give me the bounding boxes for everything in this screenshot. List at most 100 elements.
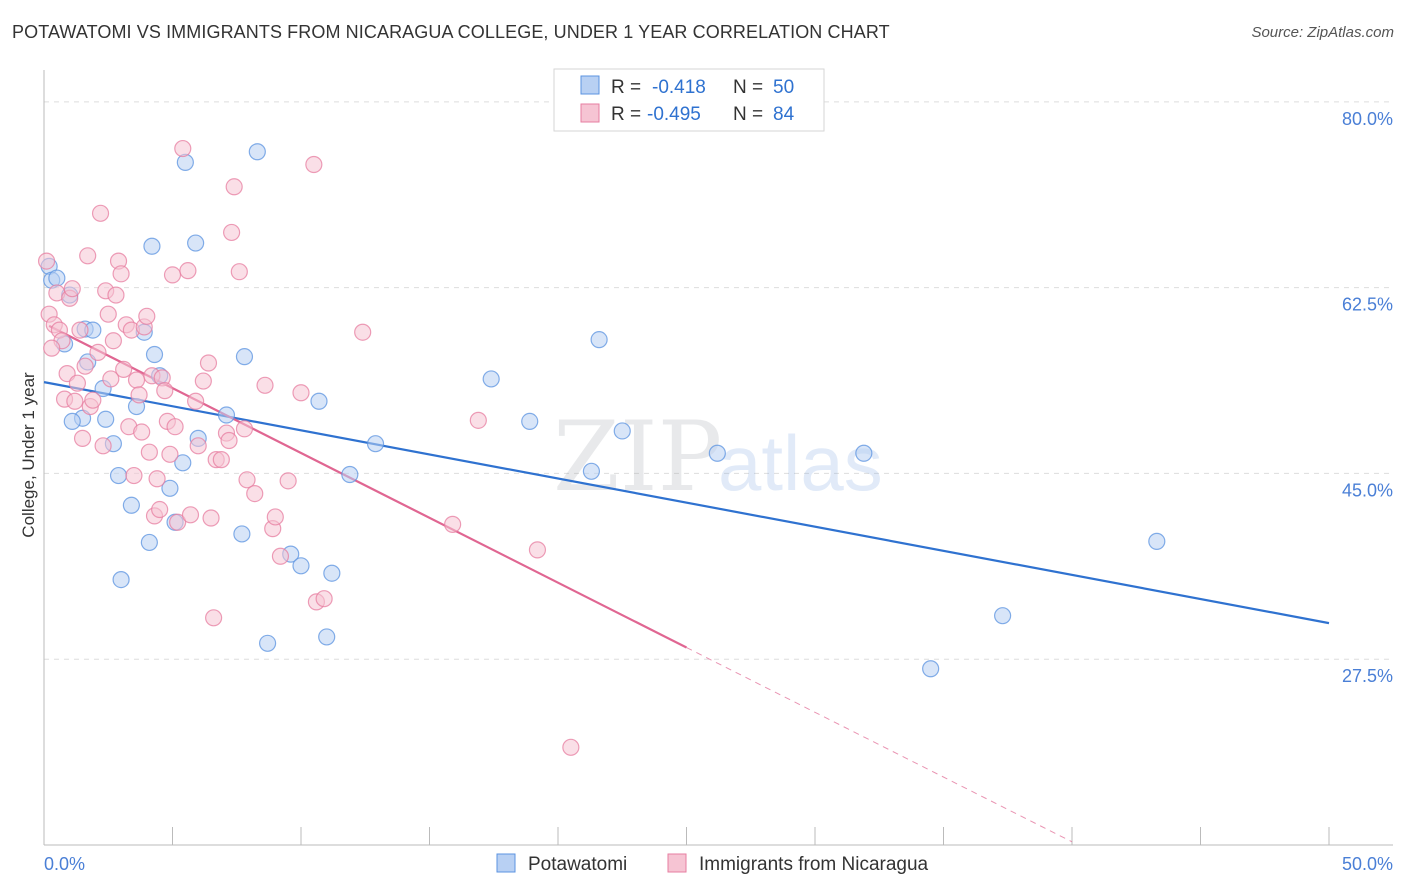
legend-pink-n-value: 84: [773, 104, 795, 125]
nicaragua-point: [181, 506, 200, 524]
nicaragua-point: [76, 357, 94, 375]
potawatomi-point: [613, 422, 631, 440]
nicaragua-point: [107, 286, 125, 304]
nicaragua-point: [202, 509, 220, 527]
nicaragua-trend-extension: [686, 647, 1073, 843]
nicaragua-point: [179, 262, 197, 280]
stats-legend: R = -0.418 N = 50 R = -0.495 N = 84: [553, 68, 825, 132]
nicaragua-point: [68, 374, 87, 392]
legend-blue-r-value: -0.418: [652, 77, 706, 98]
nicaragua-point: [112, 265, 130, 283]
gridlines: [44, 101, 1393, 660]
potawatomi-point: [143, 237, 161, 255]
legend-blue-n-value: 50: [773, 77, 794, 98]
potawatomi-point: [482, 370, 500, 388]
nicaragua-point: [138, 307, 156, 325]
potawatomi-point: [994, 607, 1012, 625]
nicaragua-point: [205, 609, 223, 627]
potawatomi-point: [318, 628, 336, 646]
potawatomi-point: [161, 479, 179, 497]
source-label: Source: ZipAtlas.com: [1251, 24, 1394, 41]
nicaragua-point: [279, 472, 297, 490]
watermark: ZIP atlas: [553, 401, 883, 513]
nicaragua-point: [161, 445, 179, 463]
nicaragua-point: [163, 266, 182, 284]
nicaragua-point: [292, 384, 310, 402]
legend-blue-r-label: R =: [611, 77, 641, 98]
potawatomi-point: [187, 234, 205, 252]
nicaragua-point: [148, 470, 166, 488]
nicaragua-point: [104, 332, 122, 350]
nicaragua-point: [71, 321, 89, 339]
nicaragua-point: [99, 305, 117, 323]
axes: [43, 70, 1393, 846]
nicaragua-point: [130, 386, 148, 404]
potawatomi-point: [521, 412, 539, 431]
potawatomi-point: [235, 348, 254, 366]
potawatomi-point: [112, 570, 130, 589]
chart-title: POTAWATOMI VS IMMIGRANTS FROM NICARAGUA …: [12, 22, 890, 42]
potawatomi-point: [122, 496, 140, 514]
nicaragua-point: [230, 263, 248, 281]
data-points: [37, 139, 1166, 756]
y-tick-label: 62.5%: [1342, 295, 1393, 315]
watermark-zip: ZIP: [553, 401, 722, 513]
potawatomi-point: [323, 564, 341, 582]
nicaragua-point: [315, 590, 333, 608]
nicaragua-point: [225, 178, 243, 196]
nicaragua-point: [256, 376, 274, 394]
nicaragua-point: [220, 431, 238, 450]
nicaragua-point: [562, 738, 580, 756]
nicaragua-point: [66, 392, 84, 410]
potawatomi-point: [292, 557, 310, 575]
potawatomi-point: [1148, 532, 1166, 550]
y-tick-label: 27.5%: [1342, 666, 1393, 686]
nicaragua-point: [79, 247, 97, 265]
nicaragua-point: [89, 343, 107, 361]
series-legend: Potawatomi Immigrants from Nicaragua: [496, 853, 929, 875]
nicaragua-point: [63, 280, 81, 298]
nicaragua-point: [156, 382, 174, 400]
potawatomi-point: [708, 444, 726, 462]
potawatomi-point: [310, 392, 328, 410]
nicaragua-point: [151, 500, 169, 519]
nicaragua-point: [189, 437, 207, 455]
nicaragua-point: [169, 513, 187, 531]
nicaragua-point: [199, 354, 218, 372]
nicaragua-point: [127, 371, 146, 389]
nicaragua-point: [469, 411, 487, 429]
potawatomi-point: [258, 634, 277, 652]
y-axis-title: College, Under 1 year: [19, 372, 38, 538]
nicaragua-point: [212, 451, 230, 469]
legend-blue-n-label: N =: [733, 77, 763, 98]
nicaragua-point: [223, 223, 241, 242]
nicaragua-point: [91, 204, 110, 222]
nicaragua-point: [194, 372, 212, 390]
potawatomi-point: [48, 269, 66, 287]
legend-swatch-blue: [580, 75, 600, 95]
potawatomi-point: [248, 143, 266, 161]
nicaragua-point: [84, 391, 102, 409]
nicaragua-point: [125, 466, 143, 485]
nicaragua-point: [266, 508, 284, 526]
nicaragua-point: [37, 252, 56, 270]
nicaragua-point: [94, 437, 112, 455]
potawatomi-point: [922, 660, 940, 678]
legend-pink-n-label: N =: [733, 104, 763, 125]
bottom-legend-label-blue: Potawatomi: [528, 854, 627, 875]
bottom-legend-swatch-blue: [496, 853, 516, 873]
potawatomi-point: [174, 454, 192, 472]
nicaragua-point: [235, 420, 254, 438]
potawatomi-trend-line: [43, 381, 1330, 625]
nicaragua-point: [354, 323, 372, 341]
potawatomi-point: [97, 410, 115, 428]
nicaragua-point: [102, 370, 120, 388]
y-tick-label: 80.0%: [1342, 109, 1393, 129]
watermark-atlas: atlas: [718, 419, 883, 507]
nicaragua-point: [305, 155, 323, 174]
potawatomi-point: [217, 406, 236, 424]
nicaragua-point: [528, 541, 547, 559]
legend-swatch-pink: [580, 103, 600, 123]
tick-labels: 27.5% 45.0% 62.5% 80.0% 0.0% 50.0%: [44, 109, 1393, 874]
